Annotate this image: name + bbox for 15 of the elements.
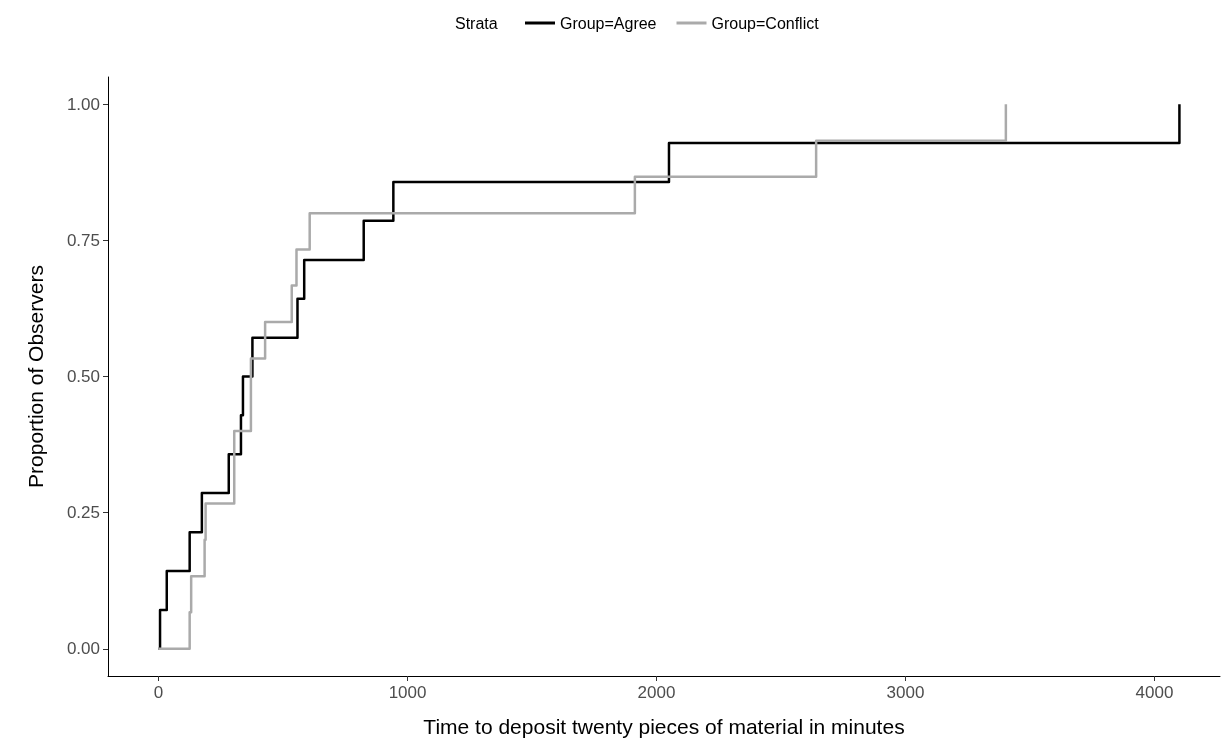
legend-label: Group=Conflict	[711, 14, 820, 32]
y-tick-label: 0.50	[66, 367, 100, 386]
y-tick-label: 0.75	[66, 230, 100, 250]
x-tick-label: 0	[153, 683, 164, 702]
y-tick-label: 0.00	[66, 639, 100, 659]
legend-label: Group=Agree	[560, 14, 657, 32]
legend-title: Strata	[455, 14, 498, 32]
x-tick-label: 3000	[886, 683, 925, 702]
x-tick-label: 2000	[637, 683, 676, 702]
x-tick-label: 1000	[388, 683, 427, 702]
y-tick-label: 0.25	[66, 503, 100, 523]
x-axis-title: Time to deposit twenty pieces of material in minutes	[423, 715, 905, 738]
y-axis-title: Proportion of Observers	[24, 265, 47, 488]
x-tick-label: 4000	[1135, 683, 1174, 702]
y-tick-label: 1.00	[66, 94, 100, 114]
